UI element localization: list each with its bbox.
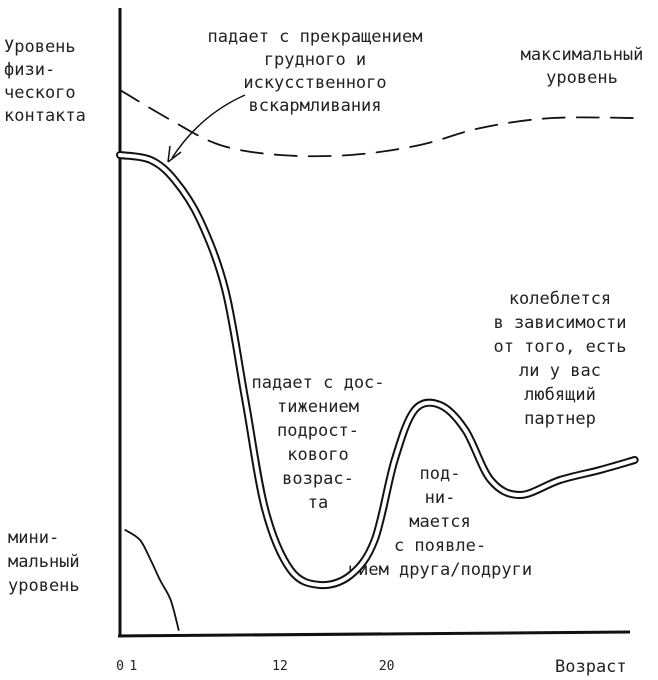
- annotation: грудного и: [264, 50, 366, 70]
- x-axis: [117, 630, 631, 638]
- arrow-head: [167, 145, 182, 163]
- x-axis-label: Возраст: [555, 657, 627, 677]
- annotation: партнер: [524, 409, 596, 429]
- y-axis-label: ческого: [4, 83, 76, 103]
- arrow: [171, 94, 246, 159]
- x-tick-label: 1: [129, 659, 137, 674]
- annotation: нием друга/подруги: [348, 560, 532, 580]
- annotation: мини-: [8, 528, 59, 548]
- annotation: возрас-: [282, 469, 354, 489]
- annotation: кового: [287, 445, 348, 465]
- annotation: уровень: [8, 576, 80, 596]
- x-tick-label: 20: [379, 659, 395, 674]
- annotation: мальный: [8, 552, 80, 572]
- annotation: любящий: [524, 385, 596, 405]
- annotation: от того, есть: [493, 337, 626, 357]
- annotation: колеблется: [509, 289, 611, 309]
- line-inner: [118, 153, 637, 588]
- y-axis-label: физи-: [4, 60, 55, 80]
- annotation: падает с прекращением: [208, 27, 423, 47]
- annotation: уровень: [546, 68, 618, 88]
- line: [124, 529, 180, 631]
- annotation: максимальный: [521, 45, 644, 65]
- annotation: подрост-: [277, 421, 359, 441]
- line: [119, 89, 641, 158]
- annotation: искусственного: [243, 73, 386, 93]
- annotation: падает с дос-: [251, 373, 384, 393]
- x-tick-label: 12: [272, 659, 288, 674]
- x-tick-label: 0: [116, 659, 124, 674]
- annotation: под-: [420, 464, 461, 484]
- annotation: мается: [409, 512, 470, 532]
- annotation: та: [308, 493, 328, 513]
- y-axis-label: контакта: [4, 106, 86, 126]
- annotation: ли у вас: [519, 361, 601, 381]
- y-axis-label: Уровень: [4, 37, 76, 57]
- annotation: ни-: [425, 488, 456, 508]
- annotation: в зависимости: [493, 313, 626, 333]
- annotation: вскармливания: [248, 96, 381, 116]
- annotation: с появле-: [394, 536, 486, 556]
- annotation: тижением: [277, 397, 359, 417]
